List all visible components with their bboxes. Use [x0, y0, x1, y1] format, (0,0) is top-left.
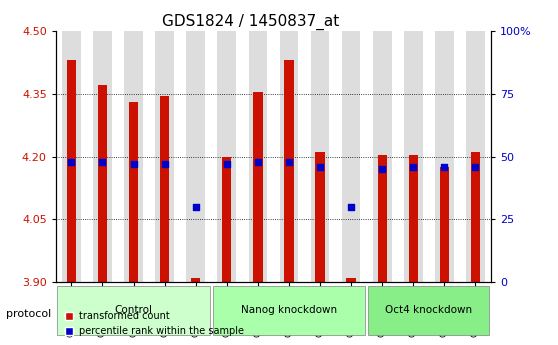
Bar: [222, 157, 232, 282]
Point: [316, 164, 325, 169]
Text: GDS1824 / 1450837_at: GDS1824 / 1450837_at: [162, 14, 340, 30]
Bar: [98, 86, 107, 282]
Bar: [471, 152, 480, 282]
Bar: [466, 31, 485, 282]
Bar: [373, 31, 392, 282]
Bar: [435, 31, 454, 282]
Bar: [378, 155, 387, 282]
Bar: [191, 278, 200, 282]
Point: [129, 161, 138, 167]
Bar: [67, 60, 76, 282]
Bar: [315, 152, 325, 282]
Bar: [440, 167, 449, 282]
Point: [440, 164, 449, 169]
Bar: [129, 102, 138, 282]
Point: [222, 161, 231, 167]
Bar: [155, 31, 174, 282]
Point: [191, 204, 200, 210]
Point: [67, 159, 76, 165]
Point: [98, 159, 107, 165]
Bar: [342, 31, 360, 282]
Bar: [186, 31, 205, 282]
Text: protocol: protocol: [6, 309, 51, 319]
Bar: [160, 96, 169, 282]
Text: Oct4 knockdown: Oct4 knockdown: [386, 305, 473, 315]
Bar: [280, 31, 299, 282]
Point: [378, 166, 387, 172]
Bar: [311, 31, 329, 282]
Point: [253, 159, 262, 165]
Point: [347, 204, 355, 210]
Bar: [404, 31, 422, 282]
Bar: [284, 60, 294, 282]
Bar: [218, 31, 236, 282]
FancyBboxPatch shape: [57, 286, 210, 335]
FancyBboxPatch shape: [213, 286, 365, 335]
Point: [285, 159, 294, 165]
Bar: [347, 278, 356, 282]
Bar: [62, 31, 81, 282]
Text: Control: Control: [114, 305, 152, 315]
Bar: [408, 155, 418, 282]
Point: [409, 164, 418, 169]
Bar: [124, 31, 143, 282]
Legend: transformed count, percentile rank within the sample: transformed count, percentile rank withi…: [61, 307, 248, 340]
Bar: [248, 31, 267, 282]
Point: [160, 161, 169, 167]
Text: Nanog knockdown: Nanog knockdown: [241, 305, 337, 315]
FancyBboxPatch shape: [368, 286, 489, 335]
Point: [471, 164, 480, 169]
Bar: [93, 31, 112, 282]
Bar: [253, 92, 262, 282]
